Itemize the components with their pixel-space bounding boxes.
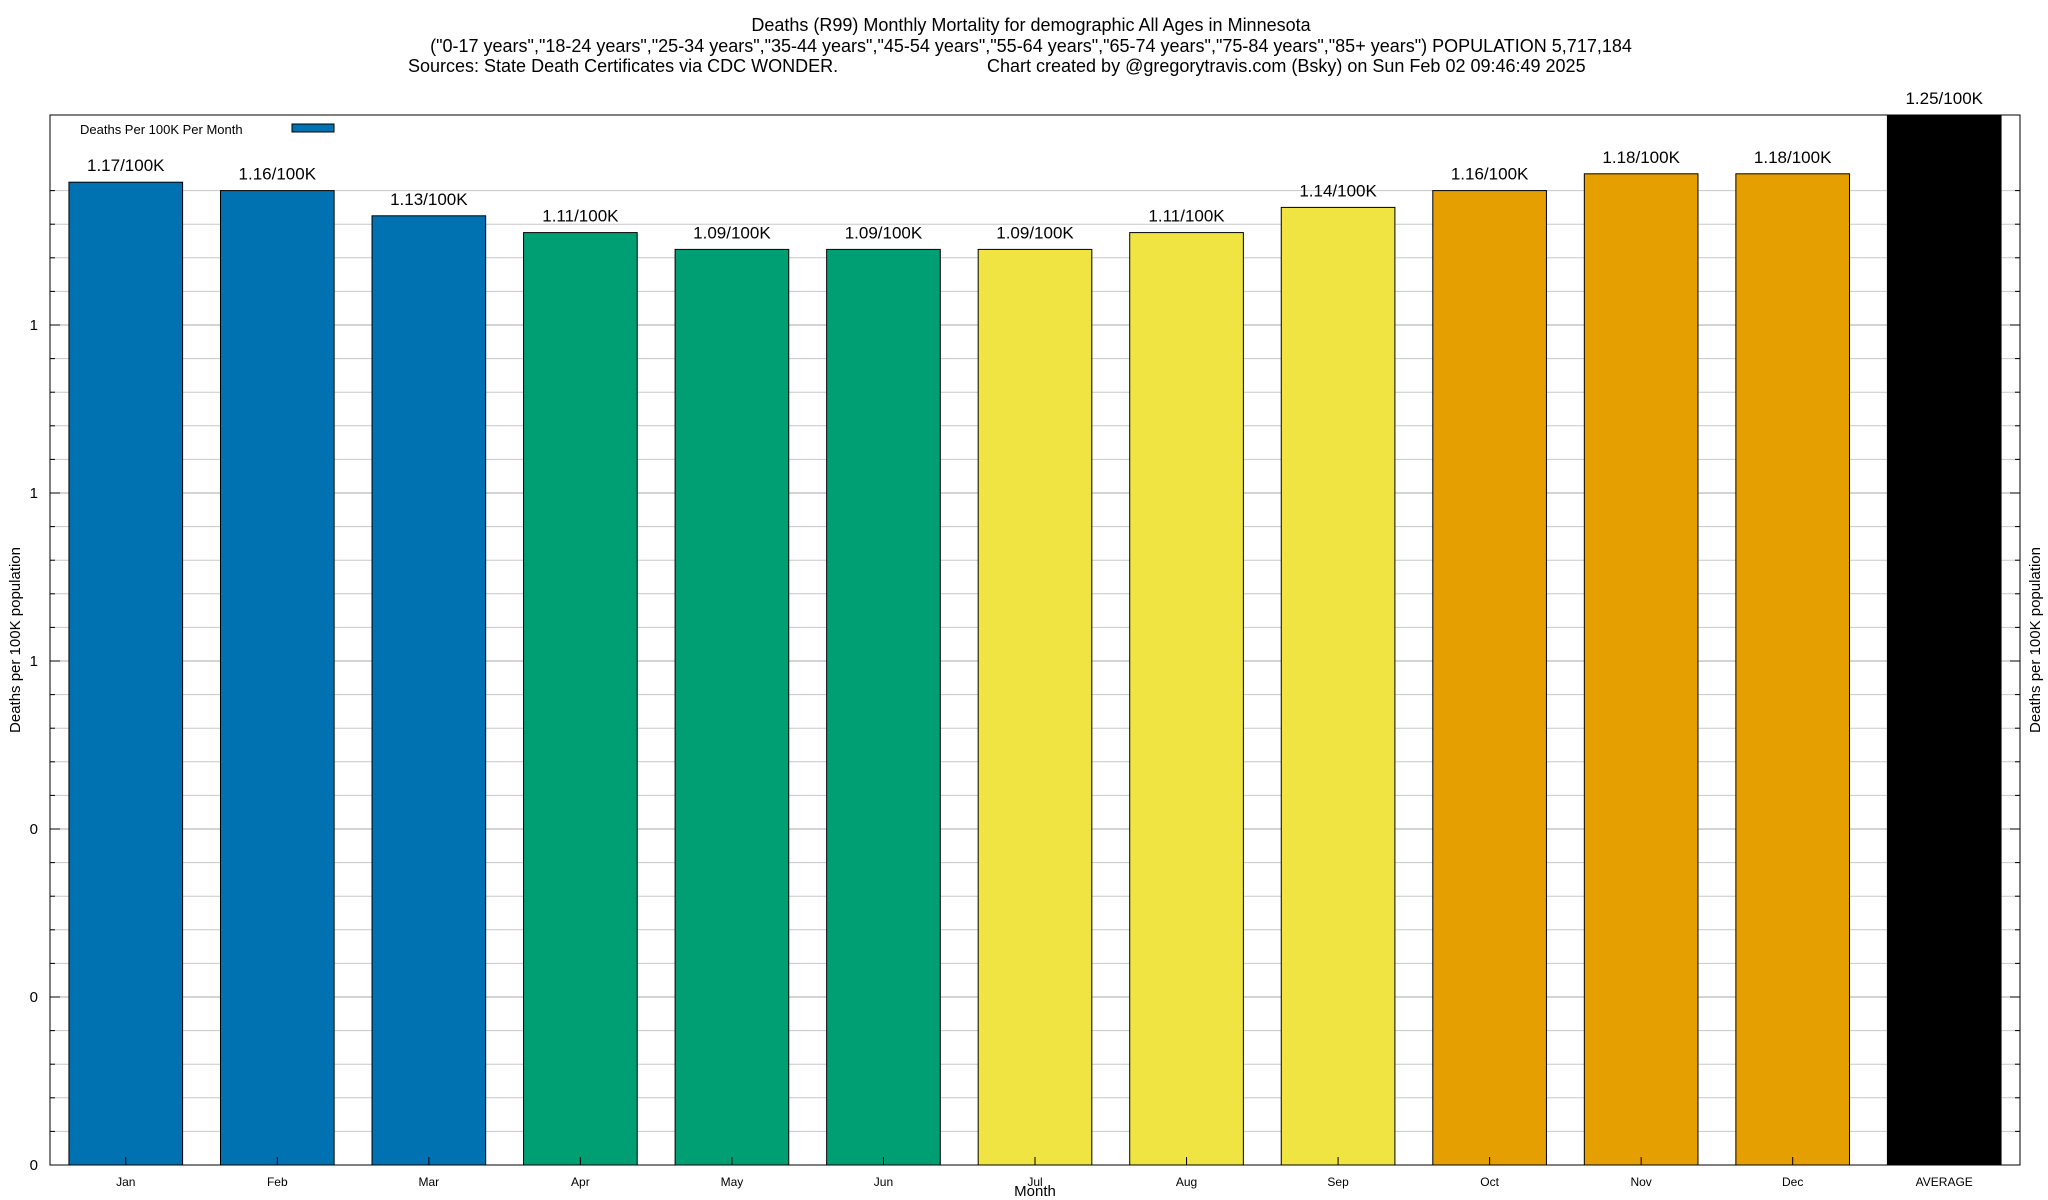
y-axis-label: Deaths per 100K population <box>7 547 24 733</box>
chart-source-line: Sources: State Death Certificates via CD… <box>408 56 838 76</box>
bar-value-label: 1.25/100K <box>1905 89 1983 108</box>
bar-apr <box>523 232 638 1166</box>
bar-average <box>1886 114 2002 1166</box>
x-tick-label: AVERAGE <box>1916 1175 1973 1189</box>
y-tick-label: 0 <box>30 1157 38 1174</box>
bars-layer <box>68 114 2002 1166</box>
bar-value-label: 1.18/100K <box>1602 148 1680 167</box>
y-tick-label: 1 <box>30 317 38 334</box>
bar-jun <box>826 248 941 1166</box>
bar-value-labels: 1.17/100K 1.16/100K 1.13/100K 1.11/100K 1.09… <box>87 89 1984 242</box>
bar-value-label: 1.13/100K <box>390 190 468 209</box>
x-tick-label: Dec <box>1782 1175 1803 1189</box>
bar-value-label: 1.09/100K <box>693 223 771 242</box>
x-tick-label: Mar <box>419 1175 440 1189</box>
bar-may <box>674 248 790 1166</box>
x-tick-label: Feb <box>267 1175 288 1189</box>
plot-frame <box>49 114 2021 1166</box>
chart-credit-line: Chart created by @gregorytravis.com (Bsk… <box>987 56 1586 76</box>
x-axis-ticks: Jan Feb Mar Apr May Jun Jul Aug Sep Oct Nov Dec AVER… <box>116 1157 1973 1189</box>
chart-title: Deaths (R99) Monthly Mortality for demog… <box>751 15 1311 35</box>
legend-entry-label: Deaths Per 100K Per Month <box>80 122 243 137</box>
y-tick-label: 1 <box>30 485 38 502</box>
y2-axis-label: Deaths per 100K population <box>2027 547 2044 733</box>
x-axis-label: Month <box>1014 1183 1056 1200</box>
bar-mar <box>371 215 487 1166</box>
y-axis-ticks: 0 0 0 1 1 1 <box>30 190 2020 1174</box>
y-tick-label: 0 <box>30 989 38 1006</box>
bar-feb <box>219 190 335 1166</box>
bar-value-label: 1.14/100K <box>1299 181 1377 200</box>
bar-value-label: 1.18/100K <box>1754 148 1832 167</box>
bar-value-label: 1.16/100K <box>1451 165 1529 184</box>
x-tick-label: Jun <box>874 1175 893 1189</box>
legend-swatch <box>291 123 335 133</box>
x-tick-label: Aug <box>1176 1175 1197 1189</box>
legend: Deaths Per 100K Per Month <box>54 118 346 142</box>
x-tick-label: Jul <box>1027 1175 1042 1189</box>
chart-subtitle: ("0-17 years","18-24 years","25-34 years… <box>430 36 1632 56</box>
bar-jan <box>68 181 184 1166</box>
bar-jul <box>977 248 1093 1166</box>
y-tick-label: 0 <box>30 821 38 838</box>
x-tick-label: Oct <box>1480 1175 1499 1189</box>
bar-value-label: 1.16/100K <box>239 165 317 184</box>
bar-oct <box>1432 190 1547 1166</box>
x-tick-label: Jan <box>116 1175 135 1189</box>
x-tick-label: Apr <box>571 1175 590 1189</box>
bar-value-label: 1.11/100K <box>1148 207 1225 226</box>
bar-dec <box>1735 173 1851 1166</box>
x-tick-label: Sep <box>1327 1175 1349 1189</box>
bar-nov <box>1583 173 1699 1166</box>
x-tick-label: May <box>721 1175 744 1189</box>
bar-sep <box>1280 206 1396 1166</box>
y-tick-label: 1 <box>30 653 38 670</box>
x-tick-label: Nov <box>1630 1175 1651 1189</box>
bar-aug <box>1129 232 1244 1166</box>
bar-value-label: 1.09/100K <box>996 223 1074 242</box>
bar-value-label: 1.17/100K <box>87 156 165 175</box>
bar-value-label: 1.11/100K <box>542 207 619 226</box>
bar-value-label: 1.09/100K <box>845 223 923 242</box>
